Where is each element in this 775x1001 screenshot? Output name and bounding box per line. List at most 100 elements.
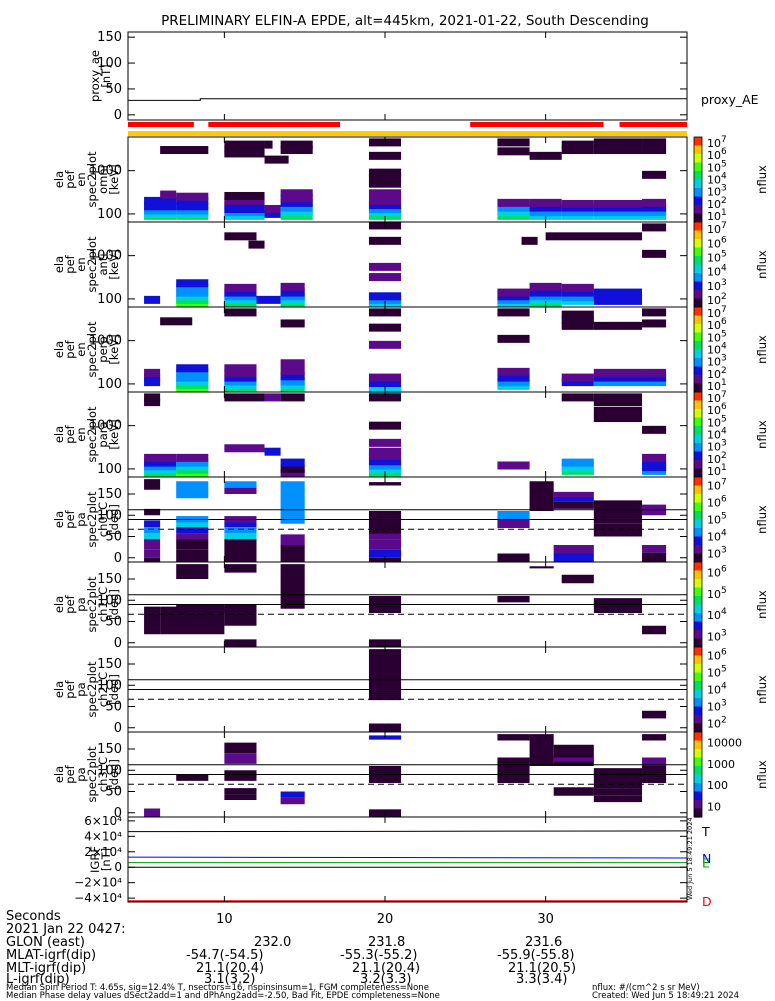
spec2plot_ch1LC-colorbar-step bbox=[694, 581, 702, 584]
spec2plot_perp-cell bbox=[561, 316, 594, 325]
spec2plot_para-colorbar-tick: 104 bbox=[707, 427, 727, 442]
spec2plot_anti-colorbar-step bbox=[694, 277, 702, 280]
spec2plot_ch2LC-colorbar-step bbox=[694, 698, 702, 701]
spec2plot_anti-colorbar-step bbox=[694, 287, 702, 290]
spec2plot_para-cell bbox=[280, 458, 305, 467]
spec2plot_para-colorbar-step bbox=[694, 423, 702, 426]
spec2plot_anti-cell bbox=[368, 273, 402, 282]
spec2plot_ch3LC-colorbar-step bbox=[694, 778, 702, 781]
spec2plot_perp-cell bbox=[368, 378, 402, 387]
spec2plot_ch3LC-colorbar-step bbox=[694, 780, 702, 783]
igrf-legend-T: T bbox=[701, 824, 710, 839]
spec2plot_perp-colorbar-step bbox=[694, 345, 702, 348]
spec2plot_anti-colorbar-step bbox=[694, 270, 702, 273]
spec2plot_para-cell bbox=[593, 393, 643, 402]
spec2plot_ch0LC-colorbar-step bbox=[694, 560, 702, 563]
spec2plot_ch2LC-colorbar-step bbox=[694, 662, 702, 665]
spec2plot_perp-colorbar-step bbox=[694, 325, 702, 328]
spec2plot_para-ylabel-line: spec2plot bbox=[85, 406, 99, 463]
spec2plot_perp-colorbar-step bbox=[694, 384, 702, 387]
spec2plot_omni-cell bbox=[264, 204, 281, 213]
spec2plot_omni-colorbar-step bbox=[694, 209, 702, 212]
spec2plot_para-colorbar-step bbox=[694, 427, 702, 430]
spec2plot_perp-colorbar-step bbox=[694, 308, 702, 311]
spec2plot_perp-cell bbox=[497, 378, 530, 387]
spec2plot_para-colorbar-tick: 107 bbox=[707, 390, 727, 405]
spec2plot_ch2LC-colorbar-step bbox=[694, 730, 702, 733]
spec2plot_anti-cell bbox=[176, 288, 209, 297]
spec2plot_anti-cell bbox=[368, 236, 402, 245]
spec2plot_perp-colorbar-step bbox=[694, 355, 702, 358]
spec2plot_omni-colorbar-step bbox=[694, 179, 702, 182]
spec2plot_omni-cell bbox=[280, 140, 313, 149]
spec2plot_ch0LC-cell bbox=[144, 527, 161, 534]
spec2plot_ch0LC-colorbar-step bbox=[694, 523, 702, 526]
spec2plot_ch1LC-colorbar-step bbox=[694, 611, 702, 614]
spec2plot_ch1LC-ylabel-line: pa bbox=[74, 597, 88, 611]
spec2plot_para-colorbar-step bbox=[694, 454, 702, 457]
spec2plot_ch3LC-colorbar-step bbox=[694, 815, 702, 818]
spec2plot_anti-colorbar-step bbox=[694, 226, 702, 229]
footer-seconds: Seconds bbox=[6, 909, 61, 924]
spec2plot_ch1LC-cell bbox=[176, 604, 225, 613]
spec2plot_ch0LC-colorbar-step bbox=[694, 550, 702, 553]
spec2plot_anti-cell bbox=[529, 282, 562, 291]
spec2plot_ch1LC-cell bbox=[224, 564, 257, 573]
spec2plot_ch1LC-colorbar-step bbox=[694, 608, 702, 611]
spec2plot_anti-colorbar-step bbox=[694, 264, 702, 267]
spec2plot_para-cell bbox=[642, 463, 667, 472]
spec2plot_omni-colorbar-tick: 104 bbox=[707, 172, 727, 187]
spec2plot_anti-colorbar-step bbox=[694, 258, 702, 261]
spec2plot_ch2LC-colorbar-step bbox=[694, 671, 702, 674]
spec2plot_ch0LC-cell bbox=[529, 481, 554, 511]
spec2plot_ch2LC-colorbar-step bbox=[694, 686, 702, 689]
spec2plot_omni-colorbar-step bbox=[694, 163, 702, 166]
spec2plot_ch0LC-cell bbox=[224, 527, 257, 534]
spec2plot_ch3LC-colorbar-step bbox=[694, 797, 702, 800]
spec2plot_ch3LC-cell bbox=[224, 742, 257, 754]
spec2plot_perp-colorbar-step bbox=[694, 377, 702, 380]
spec2plot_ch0LC-cell bbox=[224, 522, 257, 528]
spec2plot_perp-colorbar-step bbox=[694, 338, 702, 341]
spec2plot_ch3LC-colorbar-step bbox=[694, 791, 702, 794]
spec2plot_ch2LC-colorbar-step bbox=[694, 709, 702, 712]
footer-row-mlat-v1: -54.7(-54.5) bbox=[186, 948, 264, 963]
spec2plot_ch3LC-colorbar-step bbox=[694, 766, 702, 769]
spec2plot_ch0LC-cell bbox=[144, 549, 161, 558]
spec2plot_omni-cell bbox=[642, 198, 667, 207]
spec2plot_omni-colorbar-step bbox=[694, 159, 702, 162]
spec2plot_para-colorbar-step bbox=[694, 457, 702, 460]
spec2plot_ch0LC-colorbar-tick: 106 bbox=[707, 495, 727, 510]
spec2plot_ch1LC-colorbar-step bbox=[694, 562, 702, 565]
spec2plot_ch1LC-ylabel-line: [deg] bbox=[107, 589, 121, 620]
spec2plot_ch1LC-cell bbox=[642, 625, 667, 635]
spec2plot_omni-cell bbox=[561, 199, 594, 208]
footer-row-glon-v3: 231.6 bbox=[525, 935, 563, 950]
spec2plot_ch1LC-colorbar-step bbox=[694, 641, 702, 644]
spec2plot_ch0LC-colorbar-step bbox=[694, 532, 702, 535]
footer-row-l-v3: 3.3(3.4) bbox=[516, 972, 568, 987]
spec2plot_para-cell bbox=[280, 464, 305, 473]
xaxis-tick-label: 10 bbox=[216, 912, 233, 927]
spec2plot_ch0LC-colorbar-step bbox=[694, 492, 702, 495]
spec2plot_omni-colorbar-step bbox=[694, 180, 702, 183]
spec2plot_anti-colorbar-step bbox=[694, 292, 702, 295]
spec2plot_ch1LC-cell bbox=[224, 604, 257, 626]
spec2plot_ch1LC-colorbar-tick: 104 bbox=[707, 607, 727, 622]
spec2plot_perp-colorbar-label: nflux bbox=[755, 335, 769, 364]
spec2plot_omni-cell bbox=[497, 203, 530, 212]
spec2plot_ch0LC-colorbar-step bbox=[694, 522, 702, 525]
spec2plot_ch1LC-colorbar-step bbox=[694, 618, 702, 621]
spec2plot_ch0LC-colorbar-step bbox=[694, 496, 702, 499]
spec2plot_ch1LC-colorbar-step bbox=[694, 586, 702, 589]
spec2plot_omni-colorbar-step bbox=[694, 162, 702, 165]
spec2plot_para-cell bbox=[144, 458, 177, 467]
spec2plot_ch1LC-colorbar-step bbox=[694, 638, 702, 641]
spec2plot_para-colorbar-step bbox=[694, 460, 702, 463]
spec2plot_omni-cell bbox=[224, 149, 265, 158]
spec2plot_ch2LC-colorbar-step bbox=[694, 688, 702, 691]
spec2plot_ch1LC-colorbar-step bbox=[694, 600, 702, 603]
footer-row-mlat-label: MLAT-igrf(dip) bbox=[6, 948, 97, 963]
spec2plot_para-colorbar-tick: 103 bbox=[707, 439, 727, 454]
spec2plot_anti-colorbar-step bbox=[694, 246, 702, 249]
